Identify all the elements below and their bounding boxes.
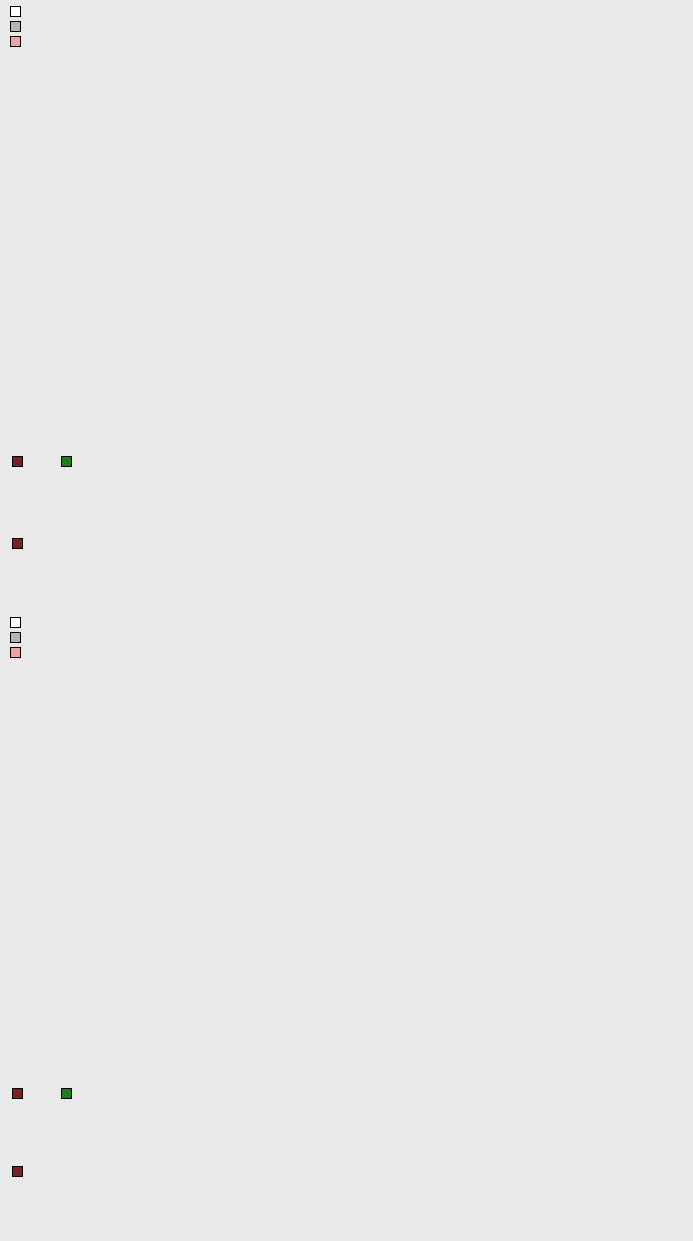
rsi-panel-2-legend <box>12 1166 31 1177</box>
legend-ema-row <box>10 36 29 47</box>
macd-panel-1-canvas[interactable] <box>2 452 691 532</box>
exp-swatch <box>61 456 72 467</box>
legend-sma-row <box>10 21 29 32</box>
rsi-swatch <box>12 1166 23 1177</box>
macd-swatch <box>12 456 23 467</box>
ema-swatch <box>10 36 21 47</box>
legend-macd-row <box>12 1088 31 1099</box>
legend-sma-row <box>10 632 29 643</box>
rsi-panel-2-canvas[interactable] <box>2 1162 691 1239</box>
legend-symbol-row <box>10 6 29 17</box>
legend-symbol-row <box>10 617 29 628</box>
legend-rsi-row <box>12 538 31 549</box>
price-chart-2[interactable] <box>2 613 691 1082</box>
macd-panel-2-canvas[interactable] <box>2 1084 691 1160</box>
legend-ema-row <box>10 647 29 658</box>
symbol-swatch <box>10 617 21 628</box>
legend-rsi-row <box>12 1166 31 1177</box>
macd-swatch <box>12 1088 23 1099</box>
rsi-panel-1-legend <box>12 538 31 549</box>
price-chart-2-canvas[interactable] <box>2 613 691 1082</box>
sma-swatch <box>10 632 21 643</box>
price-chart-2-legend <box>10 617 29 658</box>
sma-swatch <box>10 21 21 32</box>
macd-panel-1[interactable] <box>2 452 691 532</box>
rsi-panel-1-canvas[interactable] <box>2 534 691 610</box>
macd-panel-2-legend <box>12 1088 80 1099</box>
price-chart-1-canvas[interactable] <box>2 2 691 450</box>
rsi-swatch <box>12 538 23 549</box>
price-chart-1-legend <box>10 6 29 47</box>
legend-exp-row <box>61 456 80 467</box>
price-chart-1[interactable] <box>2 2 691 450</box>
legend-exp-row <box>61 1088 80 1099</box>
ema-swatch <box>10 647 21 658</box>
rsi-panel-2[interactable] <box>2 1162 691 1239</box>
legend-macd-row <box>12 456 31 467</box>
macd-panel-2[interactable] <box>2 1084 691 1160</box>
rsi-panel-1[interactable] <box>2 534 691 610</box>
macd-panel-1-legend <box>12 456 80 467</box>
symbol-swatch <box>10 6 21 17</box>
exp-swatch <box>61 1088 72 1099</box>
